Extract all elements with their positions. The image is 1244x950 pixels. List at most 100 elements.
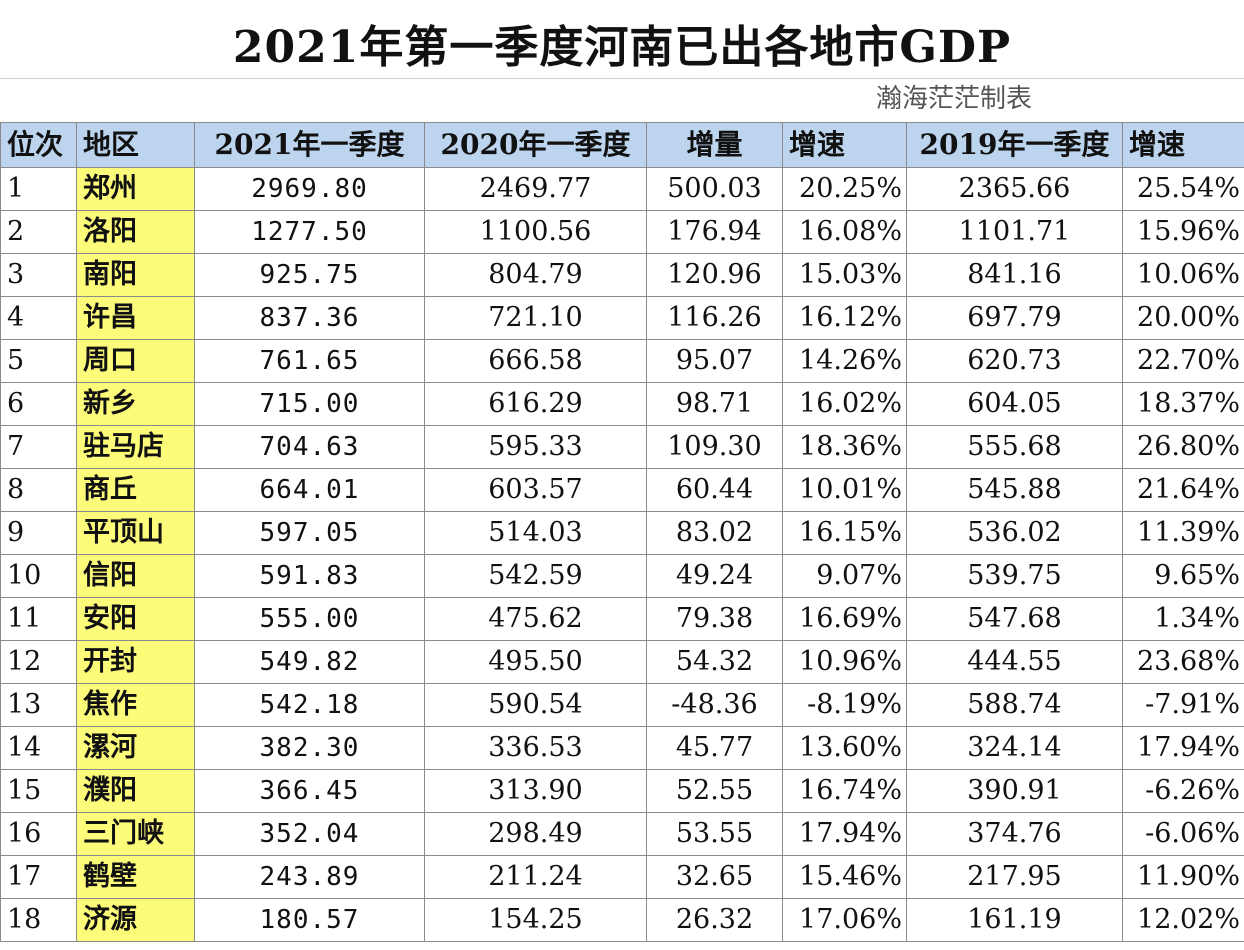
rank-cell: 16 [0, 812, 77, 856]
gdp-2021q1-cell: 664.01 [194, 468, 425, 512]
region-cell: 三门峡 [76, 812, 195, 856]
gdp-2019q1-cell: 2365.66 [906, 167, 1123, 211]
gdp-2021q1-cell: 591.83 [194, 554, 425, 598]
increment-cell: 52.55 [646, 769, 783, 813]
region-cell: 濮阳 [76, 769, 195, 813]
growth-rate-2019-cell: 17.94% [1122, 726, 1244, 770]
increment-cell: -48.36 [646, 683, 783, 727]
rank-cell: 5 [0, 339, 77, 383]
growth-rate-cell: 16.15% [782, 511, 907, 555]
growth-rate-cell: 20.25% [782, 167, 907, 211]
header-rank: 位次 [0, 122, 77, 168]
gdp-2019q1-cell: 841.16 [906, 253, 1123, 297]
region-cell: 济源 [76, 898, 195, 942]
region-cell: 商丘 [76, 468, 195, 512]
growth-rate-cell: 17.94% [782, 812, 907, 856]
gdp-2020q1-cell: 2469.77 [424, 167, 647, 211]
table-row: 10 信阳 591.83 542.59 49.24 9.07% 539.75 9.65% [0, 554, 1244, 598]
growth-rate-cell: 16.12% [782, 296, 907, 340]
growth-rate-cell: 15.46% [782, 855, 907, 899]
table-row: 8 商丘 664.01 603.57 60.44 10.01% 545.88 21.64% [0, 468, 1244, 512]
rank-cell: 17 [0, 855, 77, 899]
increment-cell: 176.94 [646, 210, 783, 254]
gdp-2021q1-cell: 243.89 [194, 855, 425, 899]
gdp-2019q1-cell: 588.74 [906, 683, 1123, 727]
increment-cell: 109.30 [646, 425, 783, 469]
gdp-2019q1-cell: 536.02 [906, 511, 1123, 555]
gdp-2020q1-cell: 603.57 [424, 468, 647, 512]
region-cell: 信阳 [76, 554, 195, 598]
header-row: 位次 地区 2021年一季度 2020年一季度 增量 增速 2019年一季度 增… [0, 122, 1244, 168]
growth-rate-2019-cell: 23.68% [1122, 640, 1244, 684]
increment-cell: 26.32 [646, 898, 783, 942]
gdp-2019q1-cell: 324.14 [906, 726, 1123, 770]
gdp-2021q1-cell: 382.30 [194, 726, 425, 770]
increment-cell: 45.77 [646, 726, 783, 770]
region-cell: 漯河 [76, 726, 195, 770]
gdp-2020q1-cell: 313.90 [424, 769, 647, 813]
gdp-2019q1-cell: 374.76 [906, 812, 1123, 856]
gdp-2021q1-cell: 715.00 [194, 382, 425, 426]
growth-rate-cell: 16.02% [782, 382, 907, 426]
header-region: 地区 [76, 122, 195, 168]
growth-rate-cell: 9.07% [782, 554, 907, 598]
growth-rate-2019-cell: 22.70% [1122, 339, 1244, 383]
gdp-2019q1-cell: 555.68 [906, 425, 1123, 469]
rank-cell: 9 [0, 511, 77, 555]
gdp-2020q1-cell: 514.03 [424, 511, 647, 555]
gdp-2021q1-cell: 352.04 [194, 812, 425, 856]
table-row: 11 安阳 555.00 475.62 79.38 16.69% 547.68 1.34% [0, 597, 1244, 641]
growth-rate-2019-cell: 9.65% [1122, 554, 1244, 598]
header-growth-rate-2019: 增速 [1122, 122, 1244, 168]
region-cell: 鹤壁 [76, 855, 195, 899]
table-row: 7 驻马店 704.63 595.33 109.30 18.36% 555.68 26.80% [0, 425, 1244, 469]
gdp-2019q1-cell: 217.95 [906, 855, 1123, 899]
growth-rate-2019-cell: 12.02% [1122, 898, 1244, 942]
region-cell: 新乡 [76, 382, 195, 426]
gdp-2019q1-cell: 547.68 [906, 597, 1123, 641]
gdp-2021q1-cell: 704.63 [194, 425, 425, 469]
table-row: 18 济源 180.57 154.25 26.32 17.06% 161.19 12.02% [0, 898, 1244, 942]
growth-rate-cell: 16.74% [782, 769, 907, 813]
increment-cell: 95.07 [646, 339, 783, 383]
increment-cell: 49.24 [646, 554, 783, 598]
gdp-2019q1-cell: 620.73 [906, 339, 1123, 383]
gdp-table: 位次 地区 2021年一季度 2020年一季度 增量 增速 2019年一季度 增… [0, 122, 1244, 942]
increment-cell: 116.26 [646, 296, 783, 340]
region-cell: 郑州 [76, 167, 195, 211]
growth-rate-cell: 13.60% [782, 726, 907, 770]
region-cell: 许昌 [76, 296, 195, 340]
gdp-2021q1-cell: 180.57 [194, 898, 425, 942]
gdp-2021q1-cell: 761.65 [194, 339, 425, 383]
growth-rate-2019-cell: 11.90% [1122, 855, 1244, 899]
gdp-2021q1-cell: 542.18 [194, 683, 425, 727]
table-row: 16 三门峡 352.04 298.49 53.55 17.94% 374.76 -6.06% [0, 812, 1244, 856]
gdp-2019q1-cell: 390.91 [906, 769, 1123, 813]
header-gdp-2020q1: 2020年一季度 [424, 122, 647, 168]
header-gdp-2019q1: 2019年一季度 [906, 122, 1123, 168]
growth-rate-2019-cell: 21.64% [1122, 468, 1244, 512]
gdp-2020q1-cell: 721.10 [424, 296, 647, 340]
gdp-2020q1-cell: 590.54 [424, 683, 647, 727]
growth-rate-2019-cell: 26.80% [1122, 425, 1244, 469]
region-cell: 开封 [76, 640, 195, 684]
table-row: 12 开封 549.82 495.50 54.32 10.96% 444.55 23.68% [0, 640, 1244, 684]
header-growth-rate: 增速 [782, 122, 907, 168]
gdp-2019q1-cell: 604.05 [906, 382, 1123, 426]
rank-cell: 2 [0, 210, 77, 254]
rank-cell: 10 [0, 554, 77, 598]
gdp-2019q1-cell: 444.55 [906, 640, 1123, 684]
gdp-2019q1-cell: 1101.71 [906, 210, 1123, 254]
title-divider [0, 78, 1244, 79]
table-row: 5 周口 761.65 666.58 95.07 14.26% 620.73 22.70% [0, 339, 1244, 383]
gdp-2020q1-cell: 298.49 [424, 812, 647, 856]
gdp-2021q1-cell: 925.75 [194, 253, 425, 297]
region-cell: 南阳 [76, 253, 195, 297]
growth-rate-cell: 14.26% [782, 339, 907, 383]
table-row: 3 南阳 925.75 804.79 120.96 15.03% 841.16 10.06% [0, 253, 1244, 297]
region-cell: 洛阳 [76, 210, 195, 254]
rank-cell: 6 [0, 382, 77, 426]
growth-rate-2019-cell: -6.06% [1122, 812, 1244, 856]
gdp-2019q1-cell: 545.88 [906, 468, 1123, 512]
growth-rate-2019-cell: 18.37% [1122, 382, 1244, 426]
